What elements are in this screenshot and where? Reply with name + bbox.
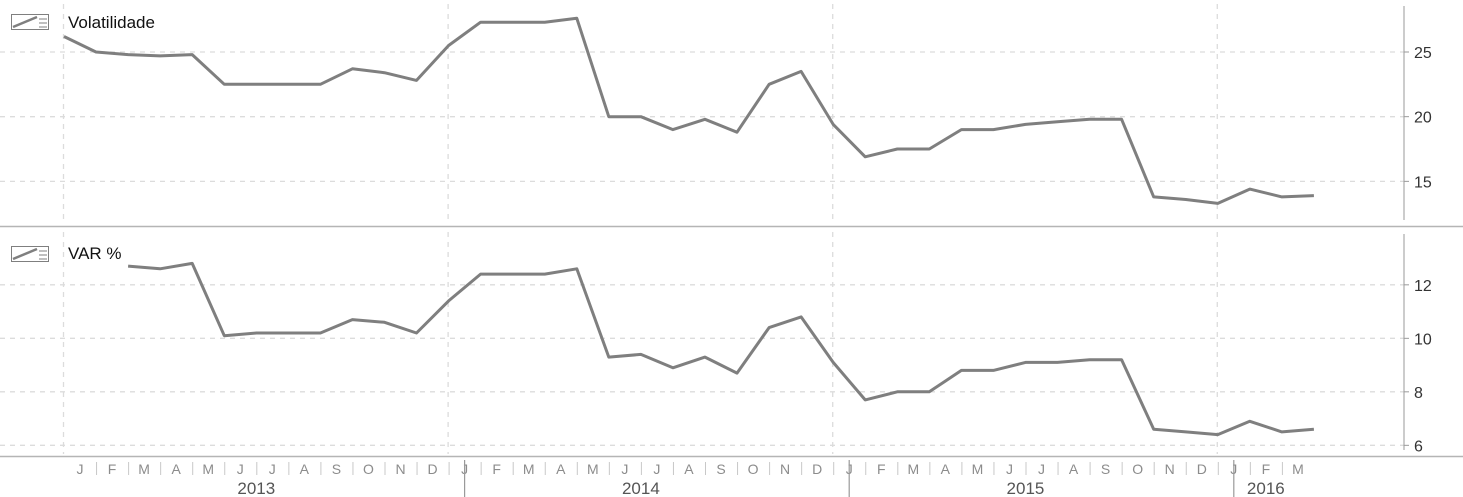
month-tick-label: J <box>621 461 628 477</box>
month-tick-label: M <box>1292 461 1304 477</box>
line-series-icon <box>11 14 49 30</box>
month-tick-label: M <box>138 461 150 477</box>
y-tick-label: 10 <box>1414 331 1432 348</box>
legend-icon-var <box>11 246 49 262</box>
y-tick-label: 12 <box>1414 278 1432 295</box>
month-tick-label: J <box>237 461 244 477</box>
chart-panel-2: 6 8 10 12 <box>0 232 1432 455</box>
month-tick-label: A <box>171 461 181 477</box>
month-tick-label: J <box>77 461 84 477</box>
y-tick-label: 25 <box>1414 45 1432 62</box>
month-tick-label: S <box>1101 461 1110 477</box>
month-tick-label: A <box>556 461 566 477</box>
series-line <box>127 261 1315 437</box>
month-tick-label: J <box>1038 461 1045 477</box>
month-tick-label: D <box>1197 461 1207 477</box>
y-tick-label: 20 <box>1414 110 1432 127</box>
month-tick-label: S <box>716 461 725 477</box>
month-tick-label: J <box>653 461 660 477</box>
month-tick-label: M <box>907 461 919 477</box>
year-label: 2013 <box>237 479 275 497</box>
month-tick-label: S <box>332 461 341 477</box>
month-tick-label: N <box>395 461 405 477</box>
line-series-icon <box>11 246 49 262</box>
month-tick-label: F <box>492 461 501 477</box>
y-tick-label: 8 <box>1414 385 1423 402</box>
month-tick-label: M <box>523 461 535 477</box>
month-tick-label: F <box>877 461 886 477</box>
month-tick-label: J <box>1006 461 1013 477</box>
month-tick-label: A <box>300 461 310 477</box>
month-tick-label: A <box>1069 461 1079 477</box>
year-label: 2016 <box>1247 479 1285 497</box>
year-label: 2014 <box>622 479 660 497</box>
month-tick-label: A <box>684 461 694 477</box>
series-line <box>63 16 1314 205</box>
month-tick-label: O <box>363 461 374 477</box>
year-label: 2015 <box>1007 479 1045 497</box>
month-tick-label: O <box>748 461 759 477</box>
month-tick-label: M <box>202 461 214 477</box>
month-tick-label: D <box>427 461 437 477</box>
month-tick-label: D <box>812 461 822 477</box>
month-tick-label: F <box>108 461 117 477</box>
y-tick-label: 15 <box>1414 174 1432 191</box>
month-tick-label: N <box>1165 461 1175 477</box>
chart-panel-1: 15 20 25 <box>0 4 1432 224</box>
month-tick-label: A <box>941 461 951 477</box>
legend-icon-volatilidade <box>11 14 49 30</box>
month-tick-label: J <box>269 461 276 477</box>
month-tick-label: N <box>780 461 790 477</box>
month-tick-label: O <box>1132 461 1143 477</box>
y-tick-label: 6 <box>1414 438 1423 455</box>
month-tick-label: M <box>972 461 984 477</box>
month-tick-label: F <box>1262 461 1271 477</box>
month-tick-label: M <box>587 461 599 477</box>
legend-label-var: VAR % <box>68 244 122 263</box>
legend-label-volatilidade: Volatilidade <box>68 13 155 32</box>
